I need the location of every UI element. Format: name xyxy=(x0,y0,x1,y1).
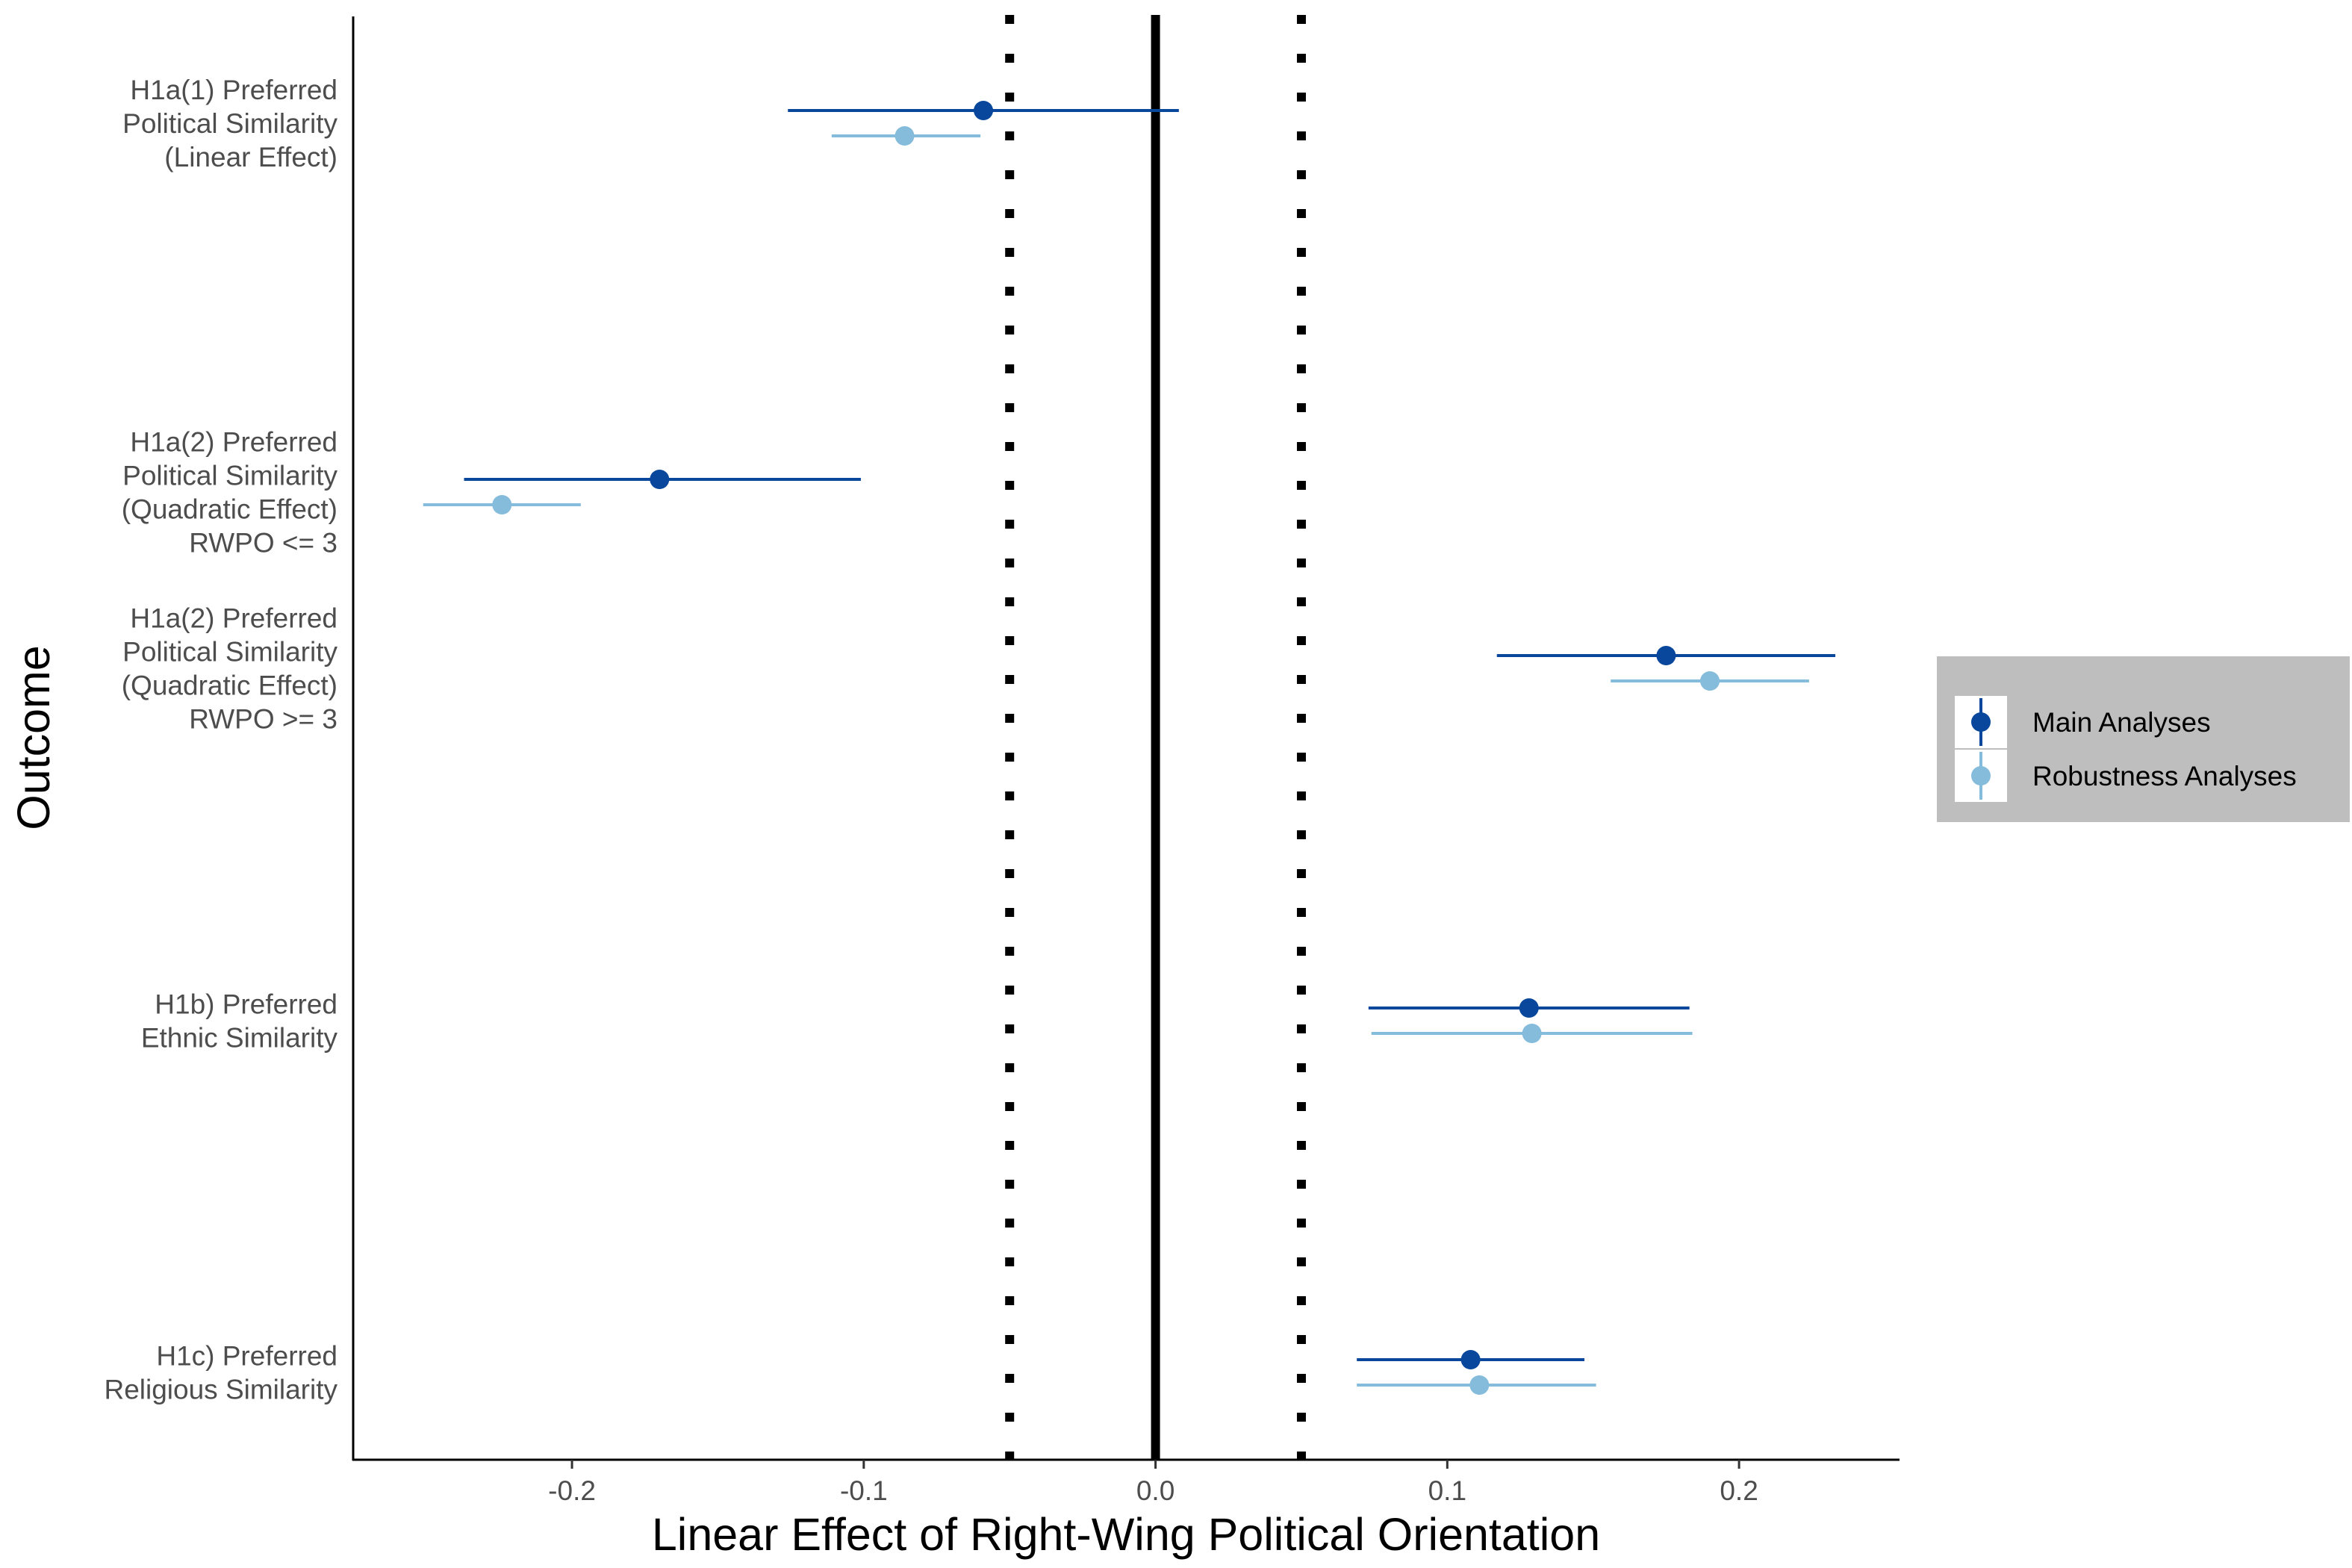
x-tick-label: -0.2 xyxy=(548,1475,596,1506)
category-label: Ethnic Similarity xyxy=(141,1023,338,1054)
x-tick-label: 0.0 xyxy=(1136,1475,1175,1506)
legend-key-point xyxy=(1971,712,1991,732)
category-label: H1b) Preferred xyxy=(155,989,337,1020)
estimate-point xyxy=(650,470,670,489)
axes xyxy=(352,16,1900,1461)
x-tick-label: 0.2 xyxy=(1720,1475,1758,1506)
category-label: Political Similarity xyxy=(122,108,337,139)
estimate-point xyxy=(895,126,915,146)
category-label: RWPO >= 3 xyxy=(189,704,337,735)
category-label: Religious Similarity xyxy=(104,1375,337,1405)
estimate-point xyxy=(492,495,512,514)
category-label: H1a(1) Preferred xyxy=(130,75,337,105)
legend: Main Analyses Robustness Analyses xyxy=(1937,656,2350,822)
category-label: Political Similarity xyxy=(122,637,337,668)
estimate-point xyxy=(1656,646,1676,665)
category-label: H1a(2) Preferred xyxy=(130,603,337,634)
estimate-point xyxy=(1519,998,1539,1018)
x-axis-title: Linear Effect of Right-Wing Political Or… xyxy=(652,1509,1600,1560)
estimate-point xyxy=(1700,671,1720,691)
category-label: Political Similarity xyxy=(122,461,337,491)
category-label: (Linear Effect) xyxy=(164,142,337,172)
estimate-marks xyxy=(423,101,1836,1395)
category-label: H1a(2) Preferred xyxy=(130,427,337,458)
category-label: (Quadratic Effect) xyxy=(122,671,337,701)
x-tick-label: -0.1 xyxy=(840,1475,888,1506)
estimate-point xyxy=(1460,1350,1481,1369)
reference-lines xyxy=(1005,15,1306,1460)
estimate-point xyxy=(1469,1375,1490,1395)
legend-label: Main Analyses xyxy=(2032,707,2211,738)
category-label: H1c) Preferred xyxy=(156,1341,337,1372)
y-axis-title: Outcome xyxy=(8,645,59,830)
legend-key-point xyxy=(1971,766,1991,785)
estimate-point xyxy=(1522,1024,1542,1043)
estimate-point xyxy=(974,101,994,120)
category-label: RWPO <= 3 xyxy=(189,528,337,559)
x-axis-ticks: -0.2 -0.1 0.0 0.1 0.2 xyxy=(548,1460,1758,1506)
category-label: (Quadratic Effect) xyxy=(122,494,337,525)
legend-label: Robustness Analyses xyxy=(2032,761,2297,791)
x-tick-label: 0.1 xyxy=(1428,1475,1466,1506)
